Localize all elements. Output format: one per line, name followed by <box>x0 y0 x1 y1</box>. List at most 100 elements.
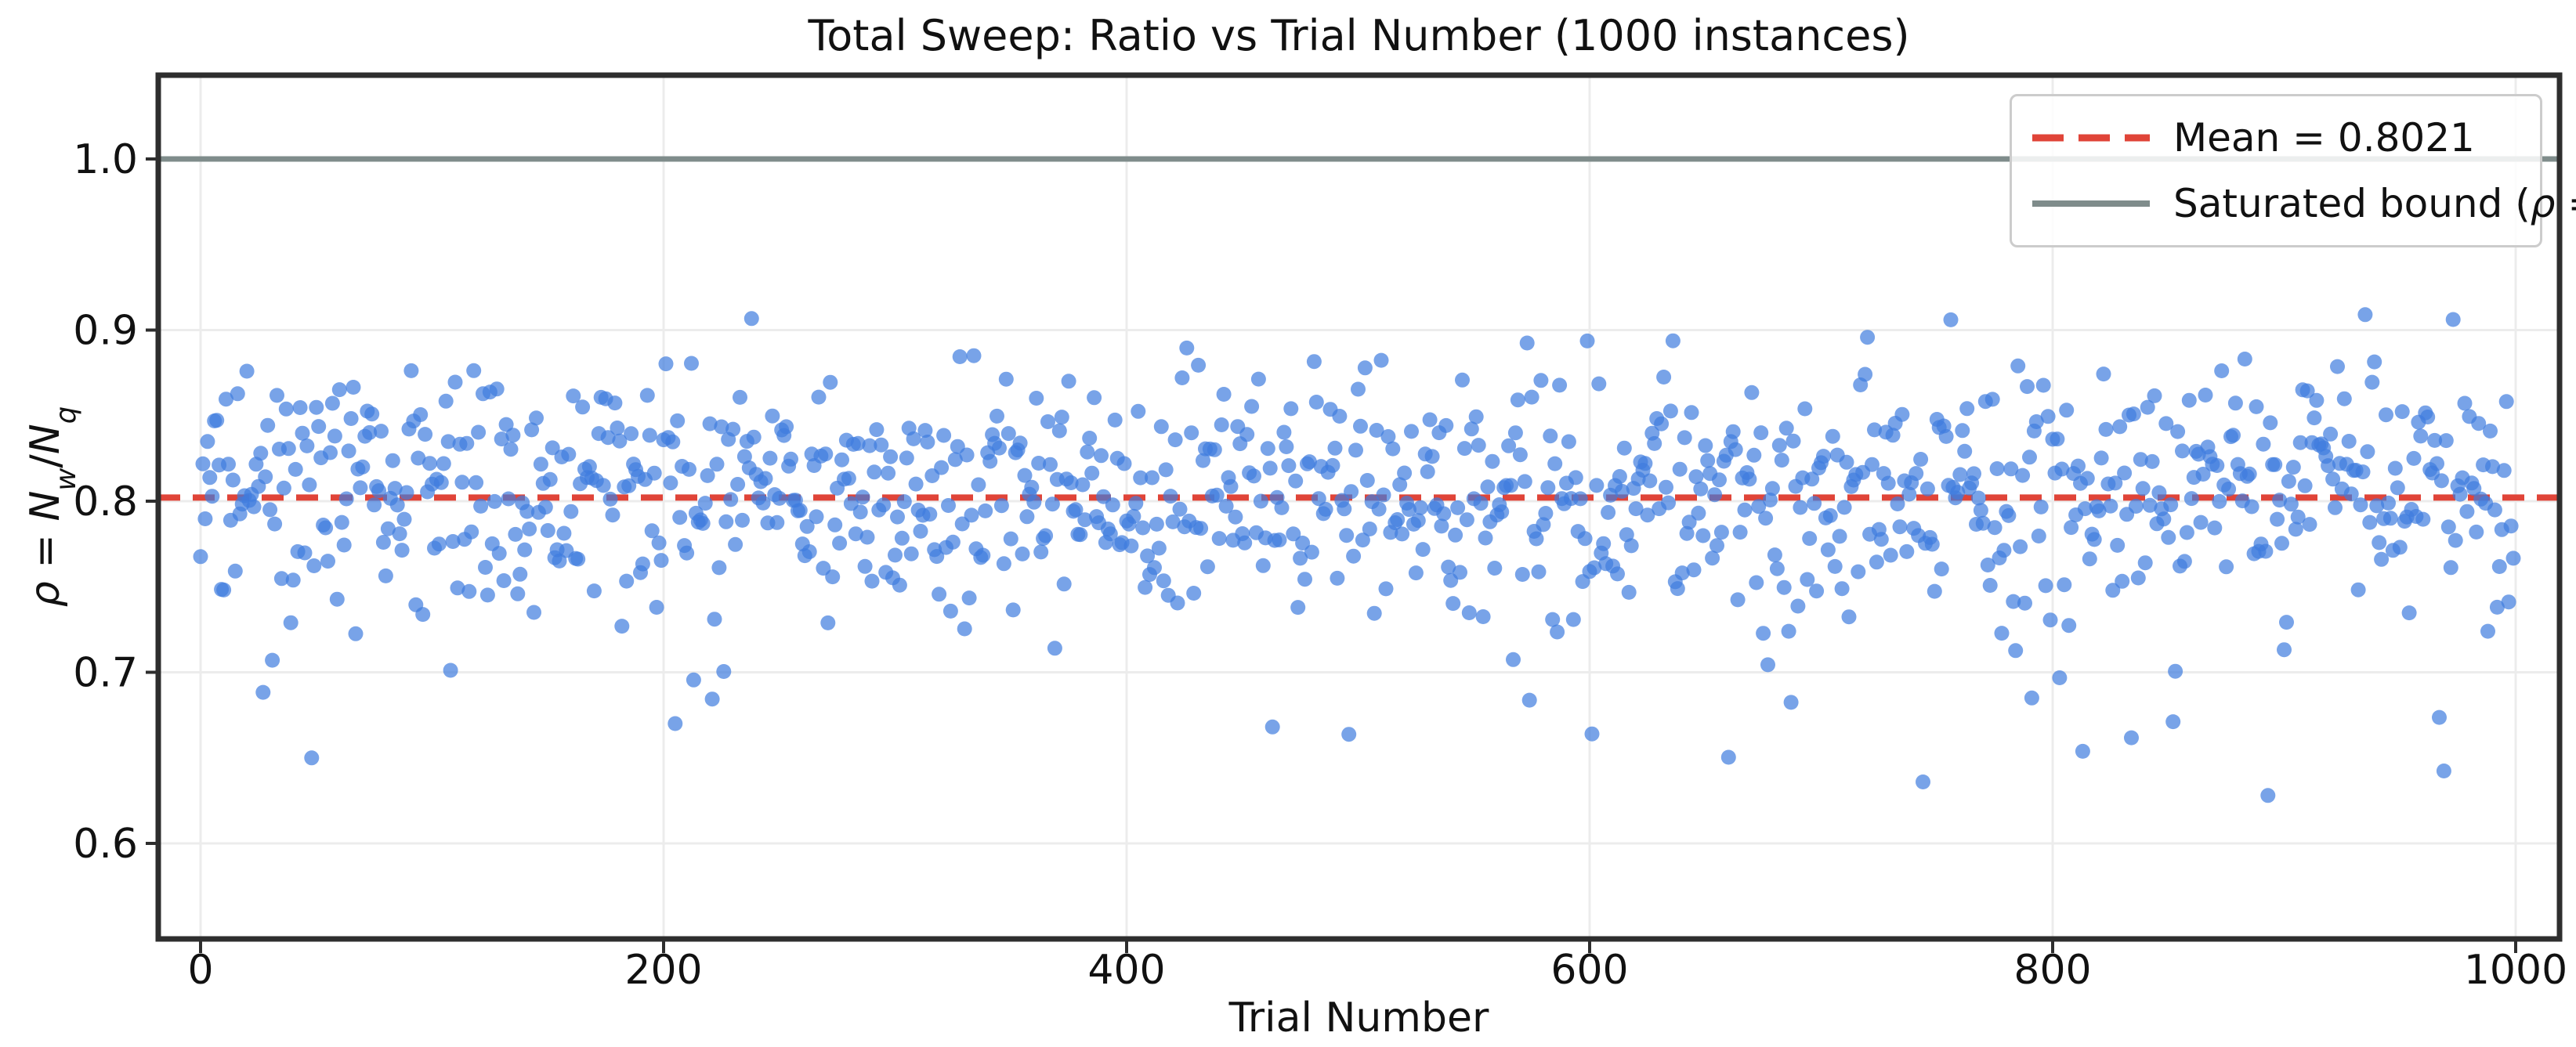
scatter-point <box>1077 512 1093 528</box>
scatter-point <box>1628 501 1644 517</box>
scatter-point <box>2330 359 2345 374</box>
scatter-point <box>1380 429 1396 444</box>
scatter-point <box>431 536 447 552</box>
scatter-point <box>635 556 650 572</box>
scatter-point <box>825 569 841 585</box>
scatter-point <box>378 568 393 583</box>
scatter-point <box>1073 527 1088 543</box>
scatter-point <box>1471 438 1486 453</box>
scatter-point <box>1656 370 1672 385</box>
scatter-point <box>1804 471 1820 487</box>
scatter-point <box>1980 558 1995 572</box>
scatter-point <box>396 511 412 527</box>
scatter-point <box>278 401 294 417</box>
scatter-point <box>1068 502 1084 518</box>
scatter-point <box>1158 462 1174 478</box>
scatter-point <box>941 498 956 513</box>
scatter-point <box>2471 416 2487 431</box>
scatter-point <box>2165 714 2181 730</box>
scatter-point <box>422 456 437 471</box>
scatter-point <box>779 419 794 435</box>
scatter-point <box>2130 570 2146 586</box>
scatter-point <box>961 590 977 606</box>
scatter-point <box>2107 475 2123 491</box>
scatter-point <box>1082 431 1098 446</box>
scatter-series <box>193 307 2521 803</box>
scatter-point <box>526 605 541 620</box>
scatter-point <box>2438 433 2454 449</box>
scatter-point <box>1346 548 1362 564</box>
scatter-point <box>1672 461 1688 477</box>
scatter-point <box>1913 452 1929 467</box>
scatter-point <box>1984 392 2000 407</box>
scatter-point <box>2372 535 2387 551</box>
scatter-point <box>355 459 371 475</box>
scatter-point <box>769 514 785 530</box>
scatter-point <box>1438 417 1454 433</box>
scatter-point <box>2105 583 2121 598</box>
scatter-point <box>2175 443 2190 459</box>
scatter-point <box>1348 442 1363 458</box>
scatter-point <box>1858 366 1873 382</box>
ylabel-n2: N <box>22 424 69 455</box>
scatter-point <box>1691 505 1706 521</box>
scatter-point <box>323 445 338 460</box>
scatter-point <box>2258 543 2274 559</box>
scatter-point <box>1441 559 1456 575</box>
scatter-point <box>1712 472 1727 488</box>
scatter-point <box>2198 388 2213 403</box>
scatter-point <box>639 388 655 403</box>
scatter-point <box>2381 495 2396 511</box>
scatter-point <box>619 573 635 589</box>
scatter-point <box>353 480 368 496</box>
scatter-point <box>1827 558 1843 574</box>
scatter-point <box>1851 564 1866 579</box>
scatter-point <box>823 374 838 390</box>
scatter-point <box>2137 555 2153 571</box>
scatter-point <box>1239 427 1255 442</box>
scatter-point <box>320 554 335 569</box>
scatter-point <box>2466 481 2482 496</box>
scatter-point <box>2156 511 2172 527</box>
scatter-point <box>1822 507 1838 523</box>
scatter-point <box>874 437 889 453</box>
y-tick-label: 1.0 <box>73 136 138 183</box>
scatter-point <box>487 493 502 509</box>
scatter-point <box>1424 449 1440 464</box>
scatter-point <box>2003 461 2019 477</box>
scatter-point <box>1809 583 1825 599</box>
scatter-point <box>1825 428 1840 444</box>
scatter-point <box>209 413 225 428</box>
scatter-point <box>285 572 301 588</box>
scatter-point <box>2485 459 2500 475</box>
scatter-point <box>2161 529 2176 545</box>
scatter-point <box>1695 528 1711 543</box>
scatter-point <box>2281 474 2296 489</box>
scatter-point <box>1503 478 1518 493</box>
scatter-point <box>1344 484 1359 500</box>
scatter-point <box>1054 410 1069 425</box>
scatter-point <box>718 514 734 529</box>
scatter-point <box>586 583 602 599</box>
scatter-point <box>2496 463 2512 478</box>
scatter-point <box>1087 390 1102 406</box>
scatter-point <box>714 419 729 435</box>
scatter-point <box>1514 567 1530 582</box>
scatter-point <box>883 449 899 464</box>
scatter-point <box>1756 626 1771 641</box>
scatter-point <box>2022 449 2037 465</box>
scatter-point <box>1732 525 1748 540</box>
scatter-point <box>1237 535 1253 551</box>
scatter-point <box>1485 453 1500 469</box>
scatter-point <box>809 509 824 525</box>
scatter-point <box>239 363 255 379</box>
scatter-point <box>1584 726 1600 742</box>
scatter-point <box>864 573 880 589</box>
scatter-point <box>253 446 269 461</box>
scatter-point <box>299 438 315 453</box>
scatter-point <box>1015 546 1030 561</box>
scatter-point <box>1283 401 1299 417</box>
scatter-point <box>1450 500 1466 515</box>
scatter-point <box>1140 548 1156 564</box>
scatter-point <box>2214 363 2230 378</box>
